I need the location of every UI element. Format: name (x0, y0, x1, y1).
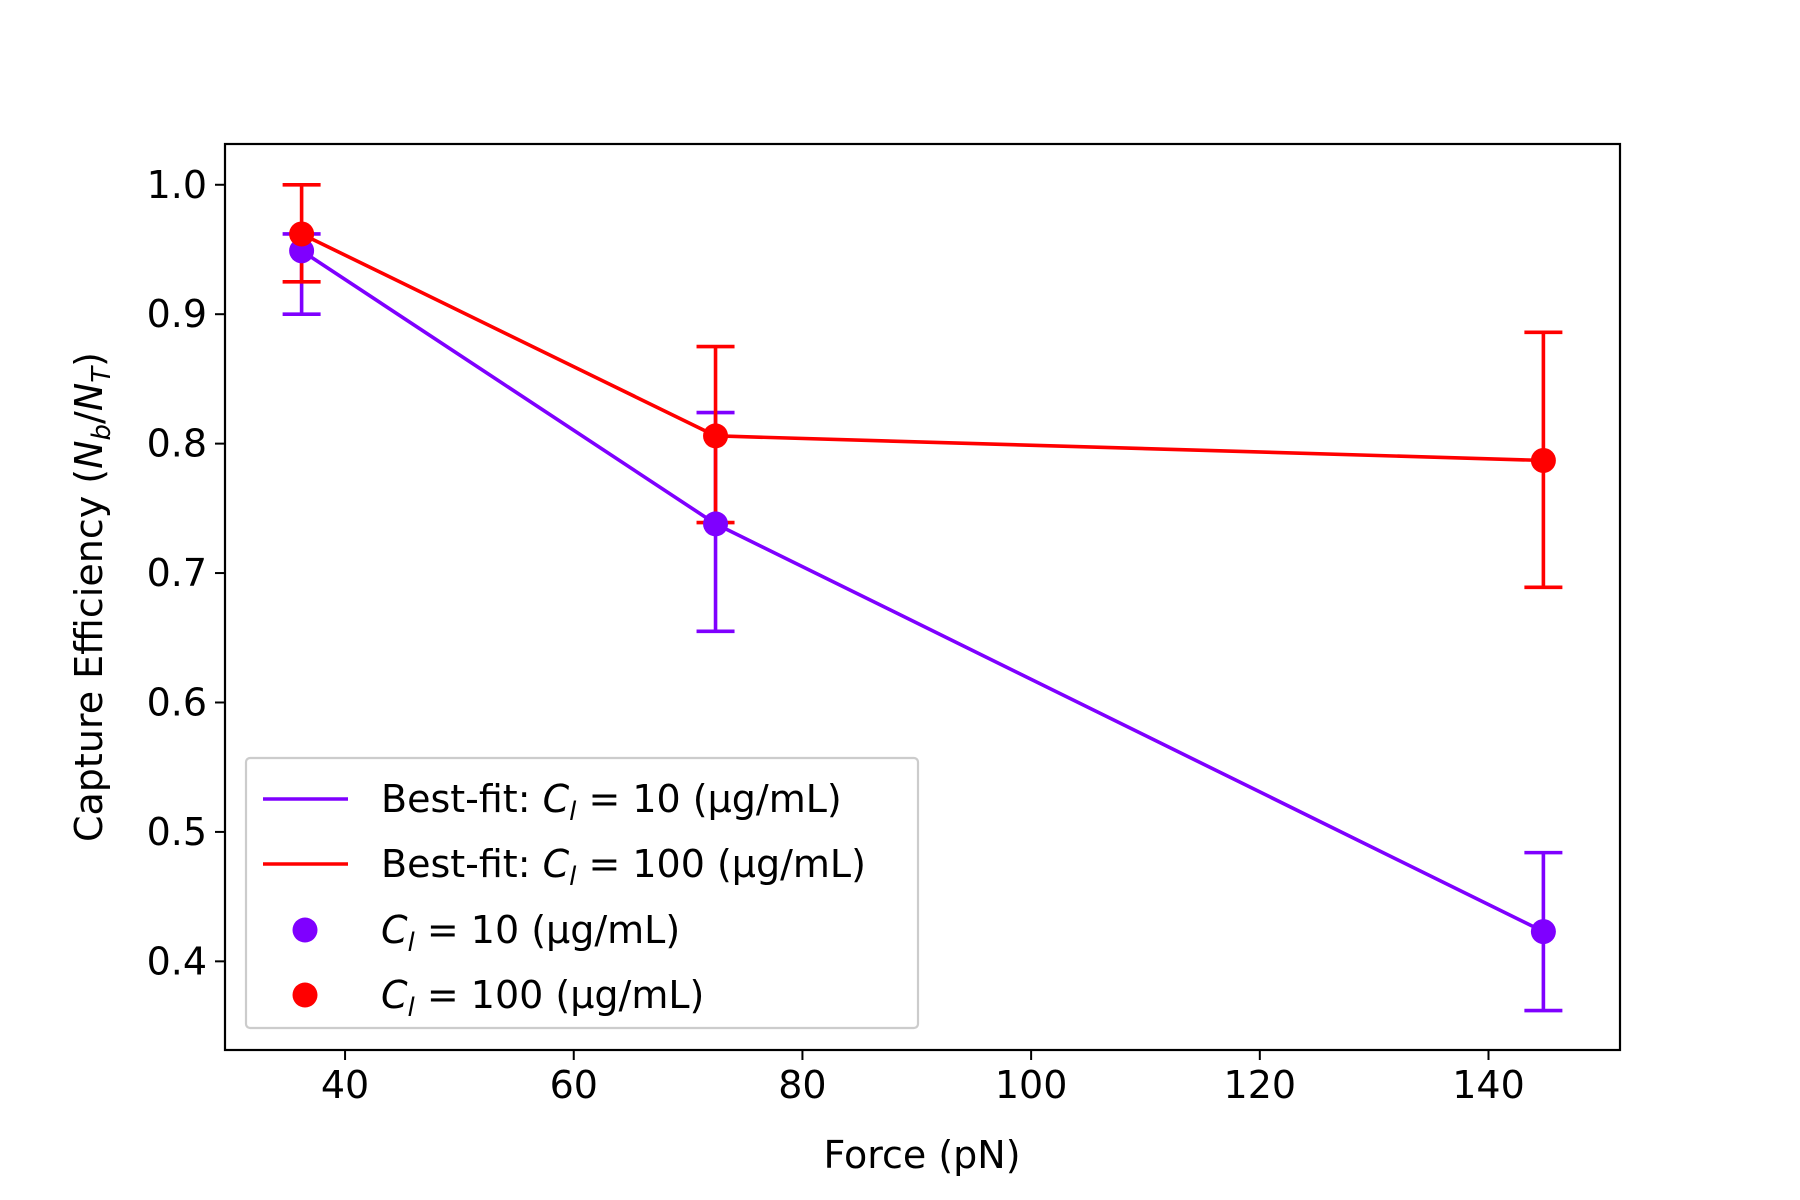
legend-box (244, 756, 920, 1030)
data-point (703, 511, 729, 537)
y-tick-label: 0.8 (147, 422, 207, 466)
legend-dot-swatch (292, 917, 318, 943)
x-tick-label: 140 (1452, 1063, 1525, 1107)
legend-dot-swatch (292, 982, 318, 1008)
y-tick-label: 0.6 (147, 680, 207, 724)
x-tick-label: 40 (321, 1063, 369, 1107)
data-point (289, 221, 315, 247)
x-tick-label: 120 (1224, 1063, 1297, 1107)
plot-frame (223, 142, 1622, 1052)
y-tick-label: 0.4 (147, 939, 207, 983)
x-tick-label: 60 (550, 1063, 598, 1107)
legend-label: Cl = 10 (µg/mL) (381, 908, 680, 958)
y-tick-label: 0.7 (147, 551, 207, 595)
data-point (1530, 919, 1556, 945)
legend-label: Cl = 100 (µg/mL) (381, 973, 704, 1023)
axis-ticks: 40 60 80 100 120 140 0.4 0.5 0.6 0.7 0.8 0.9 1.0 (147, 163, 1525, 1107)
data-point (1530, 447, 1556, 473)
legend: Best-fit: Cl = 10 (µg/mL) Best-fit: Cl = … (244, 756, 920, 1030)
x-tick-label: 100 (995, 1063, 1068, 1107)
legend-label: Best-fit: Cl = 100 (µg/mL) (381, 842, 866, 892)
y-tick-label: 0.5 (147, 810, 207, 854)
data-point (703, 423, 729, 449)
x-axis-label: Force (pN) (823, 1133, 1020, 1177)
x-tick-label: 80 (778, 1063, 826, 1107)
y-tick-label: 0.9 (147, 292, 207, 336)
legend-label: Best-fit: Cl = 10 (µg/mL) (381, 777, 842, 827)
plot-area (282, 182, 1563, 1013)
y-tick-label: 1.0 (147, 163, 207, 207)
